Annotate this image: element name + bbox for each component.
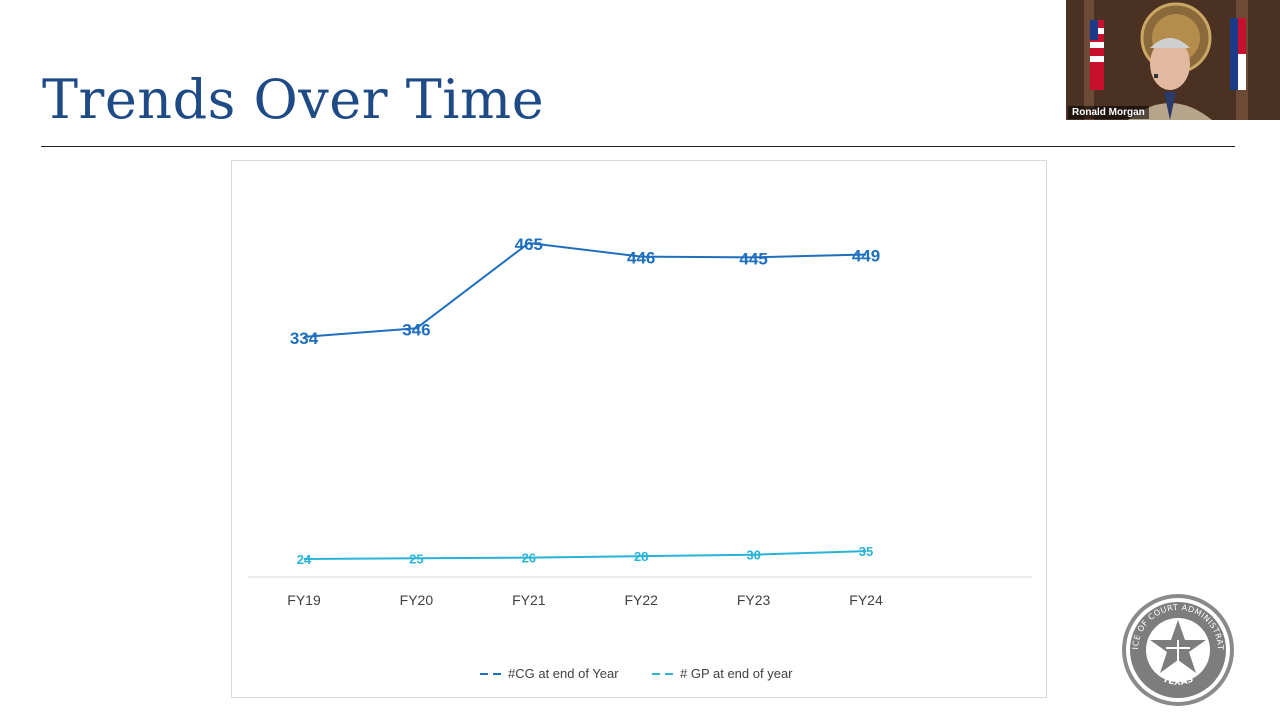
x-tick-label: FY20 bbox=[400, 592, 434, 608]
x-tick-label: FY19 bbox=[287, 592, 321, 608]
data-label: 25 bbox=[409, 551, 423, 566]
data-label: 465 bbox=[515, 235, 543, 254]
participant-video-tile[interactable] bbox=[1066, 0, 1280, 120]
oca-seal: OFFICE OF COURT ADMINISTRATION TEXAS bbox=[1115, 583, 1238, 710]
data-label: 445 bbox=[739, 249, 767, 268]
data-label: 449 bbox=[852, 246, 880, 265]
x-tick-label: FY21 bbox=[512, 592, 546, 608]
line-chart: FY19 FY20 FY21 FY22 FY23 FY24 334 346 465 446 445 4… bbox=[248, 235, 1032, 681]
participant-name-label: Ronald Morgan bbox=[1068, 106, 1149, 119]
title-divider bbox=[41, 146, 1235, 147]
data-label: 446 bbox=[627, 249, 655, 268]
svg-text:TEXAS: TEXAS bbox=[1161, 674, 1195, 687]
seal-text-bottom: TEXAS bbox=[1161, 674, 1195, 687]
oca-seal-icon: OFFICE OF COURT ADMINISTRATION TEXAS bbox=[1115, 583, 1234, 706]
data-label: 28 bbox=[634, 549, 648, 564]
data-label: 35 bbox=[859, 544, 873, 559]
slide-title: Trends Over Time bbox=[42, 68, 545, 131]
legend-label: # GP at end of year bbox=[680, 666, 793, 681]
data-label: 24 bbox=[297, 552, 312, 567]
data-label: 30 bbox=[746, 548, 760, 563]
data-label: 346 bbox=[402, 320, 430, 339]
x-tick-label: FY23 bbox=[737, 592, 771, 608]
legend-label: #CG at end of Year bbox=[508, 666, 619, 681]
x-tick-label: FY24 bbox=[849, 592, 883, 608]
chart-frame: FY19 FY20 FY21 FY22 FY23 FY24 334 346 465 446 445 4… bbox=[231, 160, 1047, 698]
data-label: 334 bbox=[290, 329, 319, 348]
series-line bbox=[303, 242, 867, 338]
participant-video-icon bbox=[1066, 0, 1280, 120]
data-label: 26 bbox=[522, 551, 536, 566]
x-tick-label: FY22 bbox=[624, 592, 658, 608]
series-line bbox=[303, 550, 867, 560]
